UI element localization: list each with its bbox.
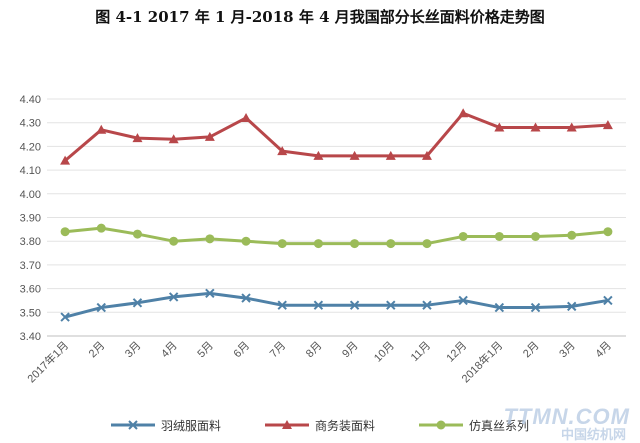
y-axis-ticks: 3.40 3.50 3.60 3.70 3.80 3.90 4.00 4.10 4.20 4.30… bbox=[20, 94, 41, 343]
x-tick-label: 3月 bbox=[123, 340, 144, 361]
y-tick-label: 3.70 bbox=[20, 260, 41, 272]
data-point bbox=[168, 292, 179, 302]
data-point bbox=[567, 301, 577, 312]
y-tick-label: 3.50 bbox=[20, 307, 41, 319]
watermark-logo: TTMN.COM bbox=[503, 404, 630, 429]
data-point bbox=[350, 239, 360, 249]
data-point bbox=[96, 302, 106, 313]
y-tick-label: 4.20 bbox=[20, 141, 41, 153]
data-point bbox=[458, 108, 469, 118]
x-tick-label: 10月 bbox=[372, 340, 397, 365]
x-tick-label: 9月 bbox=[340, 340, 361, 361]
data-point bbox=[132, 133, 143, 143]
y-tick-label: 3.80 bbox=[20, 236, 41, 248]
data-point bbox=[603, 227, 613, 237]
legend-label-silk: 仿真丝系列 bbox=[469, 418, 530, 433]
data-point bbox=[313, 300, 324, 310]
x-tick-label: 11月 bbox=[409, 340, 433, 364]
data-point bbox=[277, 300, 287, 310]
data-point bbox=[60, 312, 70, 322]
data-point bbox=[494, 302, 505, 313]
series-line bbox=[64, 226, 609, 246]
legend-item-silk: 仿真丝系列 bbox=[419, 417, 529, 434]
x-tick-label: 6月 bbox=[232, 340, 253, 361]
data-point bbox=[386, 239, 396, 249]
series-1 bbox=[60, 108, 613, 165]
data-point bbox=[422, 239, 432, 249]
series-0 bbox=[60, 288, 613, 322]
chart-title: 图 4-1 2017 年 1 月-2018 年 4 月我国部分长丝面料价格走势图 bbox=[95, 8, 545, 26]
data-point bbox=[602, 120, 613, 130]
data-point bbox=[132, 229, 142, 239]
x-tick-label: 4月 bbox=[159, 340, 180, 361]
y-tick-label: 3.60 bbox=[20, 284, 41, 296]
series-2 bbox=[60, 223, 613, 249]
legend-item-down-jacket: 羽绒服面料 bbox=[110, 417, 221, 434]
data-point bbox=[313, 150, 324, 160]
y-tick-label: 3.90 bbox=[20, 213, 41, 225]
data-point bbox=[205, 234, 215, 244]
data-point bbox=[530, 122, 541, 132]
series-line bbox=[64, 111, 609, 162]
x-tick-label: 12月 bbox=[444, 340, 469, 365]
x-tick-label: 2月 bbox=[521, 340, 542, 361]
legend-label-business: 商务装面料 bbox=[314, 418, 375, 433]
data-point bbox=[458, 295, 468, 306]
y-tick-label: 4.40 bbox=[20, 94, 41, 106]
data-point bbox=[96, 223, 106, 233]
data-point bbox=[205, 288, 215, 299]
data-point bbox=[494, 231, 504, 241]
legend-swatch-x-icon bbox=[110, 420, 155, 430]
data-point bbox=[349, 300, 360, 310]
data-point bbox=[277, 239, 287, 249]
legend-swatch-circle-icon bbox=[419, 420, 463, 430]
y-tick-label: 4.30 bbox=[20, 118, 41, 130]
data-point bbox=[494, 122, 505, 132]
data-point bbox=[132, 298, 143, 308]
data-point bbox=[421, 150, 432, 160]
x-tick-label: 2017年1月 bbox=[24, 338, 71, 385]
x-tick-label: 5月 bbox=[195, 340, 216, 361]
data-point bbox=[603, 295, 613, 306]
data-point bbox=[566, 122, 577, 132]
y-tick-label: 3.40 bbox=[20, 331, 41, 343]
data-point bbox=[169, 236, 179, 246]
data-point bbox=[531, 231, 541, 241]
data-point bbox=[386, 300, 396, 310]
x-tick-label: 2月 bbox=[87, 340, 108, 361]
x-tick-label: 3月 bbox=[557, 340, 578, 361]
data-point bbox=[385, 150, 396, 160]
x-tick-label: 7月 bbox=[268, 340, 289, 361]
data-point bbox=[241, 293, 251, 303]
data-point bbox=[349, 150, 360, 160]
data-point bbox=[60, 155, 71, 165]
data-point bbox=[422, 300, 432, 310]
data-point bbox=[313, 239, 323, 249]
series-group bbox=[60, 108, 613, 322]
legend-swatch-triangle-icon bbox=[264, 420, 309, 429]
x-tick-label: 8月 bbox=[304, 340, 325, 361]
y-tick-label: 4.10 bbox=[20, 165, 41, 177]
legend: 羽绒服面料 商务装面料 仿真丝系列 bbox=[0, 413, 640, 437]
data-point bbox=[168, 134, 179, 144]
legend-label-down-jacket: 羽绒服面料 bbox=[160, 418, 221, 433]
data-point bbox=[60, 227, 70, 237]
data-point bbox=[458, 231, 468, 241]
data-point bbox=[204, 131, 215, 141]
data-point bbox=[530, 302, 541, 313]
data-point bbox=[241, 236, 251, 246]
data-point bbox=[241, 112, 252, 122]
watermark-logo-text: 中国纺机网 bbox=[560, 428, 626, 443]
grid-lines bbox=[47, 98, 626, 337]
series-line bbox=[64, 291, 609, 319]
legend-item-business: 商务装面料 bbox=[264, 417, 375, 434]
data-point bbox=[277, 146, 288, 156]
data-point bbox=[96, 124, 107, 134]
data-point bbox=[567, 230, 577, 240]
x-tick-label: 4月 bbox=[593, 340, 614, 361]
y-tick-label: 4.00 bbox=[20, 189, 41, 201]
